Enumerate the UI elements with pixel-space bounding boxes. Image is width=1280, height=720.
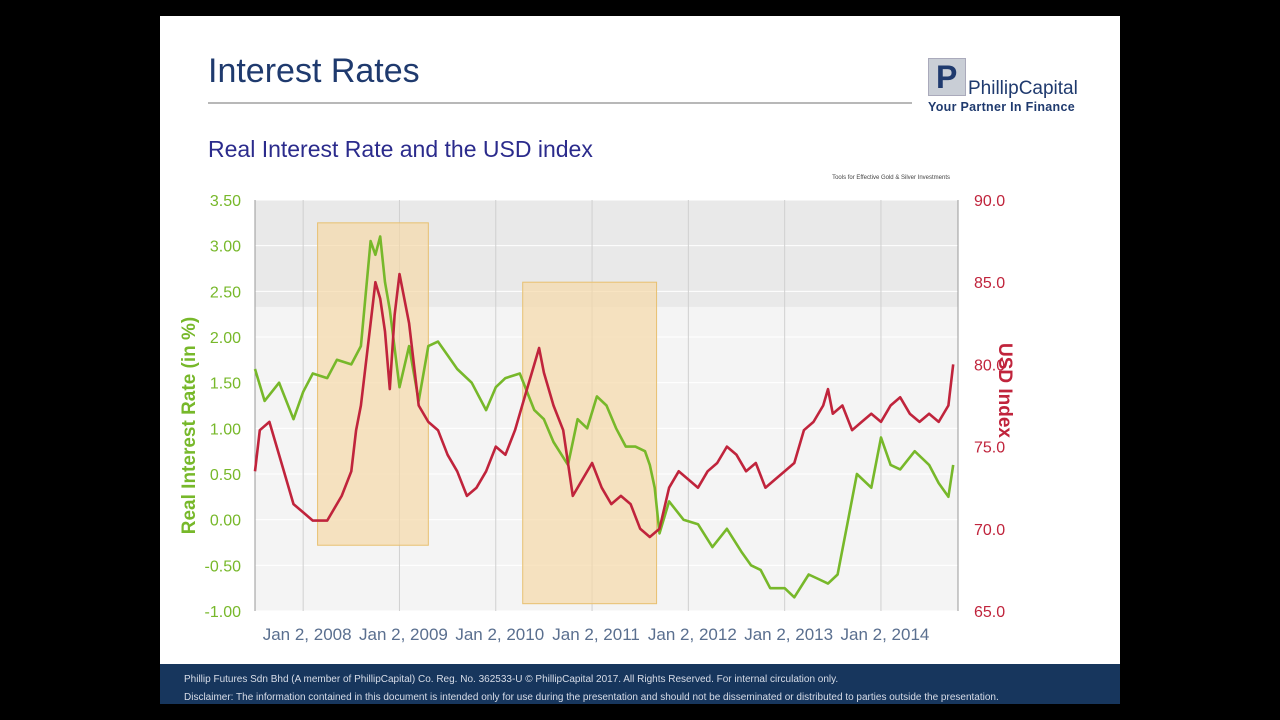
- y-tick-label: 2.00: [210, 330, 241, 347]
- y-tick-label: -1.00: [205, 604, 242, 621]
- y-tick-label: 0.00: [210, 513, 241, 530]
- highlight-period-1: [317, 222, 429, 546]
- y2-tick-label: 85.0: [974, 275, 1005, 292]
- y-tick-label: 3.00: [210, 239, 241, 256]
- y2-tick-label: 80.0: [974, 357, 1005, 374]
- company-logo: P PhillipCapital Your Partner In Finance: [928, 58, 1100, 118]
- footer: Phillip Futures Sdn Bhd (A member of Phi…: [160, 664, 1120, 704]
- x-tick-label: Jan 2, 2014: [841, 625, 930, 644]
- y2-tick-label: 75.0: [974, 440, 1005, 457]
- y2-axis-title: USD Index: [994, 343, 1015, 438]
- slide-title: Interest Rates: [208, 52, 420, 90]
- footer-disclaimer: Disclaimer: The information contained in…: [184, 692, 999, 703]
- x-tick-label: Jan 2, 2010: [455, 625, 544, 644]
- y2-tick-label: 70.0: [974, 522, 1005, 539]
- x-tick-label: Jan 2, 2013: [744, 625, 833, 644]
- y-axis-title: Real Interest Rate (in %): [179, 317, 200, 535]
- y2-tick-label: 90.0: [974, 193, 1005, 210]
- x-tick-label: Jan 2, 2012: [648, 625, 737, 644]
- y-tick-label: -0.50: [205, 558, 242, 575]
- x-tick-label: Jan 2, 2011: [552, 625, 640, 644]
- logo-mark-letter: P: [936, 59, 958, 95]
- logo-mark-icon: P: [928, 58, 966, 96]
- highlight-period-2: [522, 281, 658, 605]
- title-divider: [208, 102, 912, 104]
- y-tick-label: 1.50: [210, 376, 241, 393]
- x-tick-label: Jan 2, 2009: [359, 625, 448, 644]
- logo-name: PhillipCapital: [968, 78, 1078, 99]
- y-tick-label: 1.00: [210, 421, 241, 438]
- slide: Interest Rates P PhillipCapital Your Par…: [160, 16, 1120, 704]
- logo-tagline: Your Partner In Finance: [928, 100, 1075, 114]
- x-tick-label: Jan 2, 2008: [263, 625, 352, 644]
- y-tick-label: 3.50: [210, 193, 241, 210]
- y-tick-label: 0.50: [210, 467, 241, 484]
- chart: Tools for Effective Gold & Silver Invest…: [179, 175, 1015, 644]
- y2-tick-label: 65.0: [974, 604, 1005, 621]
- source-note: Tools for Effective Gold & Silver Invest…: [832, 175, 950, 181]
- series-line-real-rate: [253, 235, 955, 599]
- y-tick-label: 2.50: [210, 284, 241, 301]
- series-line-usd-index: [253, 272, 955, 539]
- chart-subtitle: Real Interest Rate and the USD index: [208, 136, 593, 162]
- footer-copyright: Phillip Futures Sdn Bhd (A member of Phi…: [184, 674, 839, 685]
